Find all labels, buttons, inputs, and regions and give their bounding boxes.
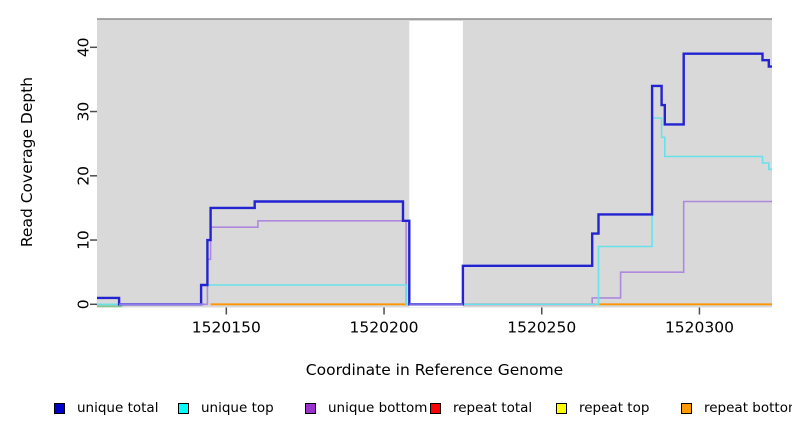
legend-swatch <box>54 402 65 414</box>
x-tick-label: 1520150 <box>192 319 261 337</box>
y-axis-label: Read Coverage Depth <box>18 76 36 248</box>
legend-item-repeat-total: repeat total <box>430 399 532 417</box>
legend-item-repeat-bottom: repeat bottom <box>681 399 792 417</box>
y-tick-label: 10 <box>75 230 93 250</box>
legend-item-unique-top: unique top <box>178 399 274 417</box>
legend-label: unique top <box>201 400 274 416</box>
legend-label: repeat top <box>579 400 650 416</box>
legend-swatch <box>556 402 567 414</box>
y-tick-label: 20 <box>75 166 93 186</box>
legend-swatch <box>305 402 316 414</box>
x-tick-label: 1520300 <box>665 319 734 337</box>
y-tick-label: 30 <box>75 102 93 122</box>
no-data-region <box>409 21 463 307</box>
legend-swatch <box>178 402 189 414</box>
x-tick-label: 1520200 <box>350 319 419 337</box>
legend-item-unique-bottom: unique bottom <box>305 399 427 417</box>
legend-label: repeat bottom <box>704 400 792 416</box>
legend-item-unique-total: unique total <box>54 399 158 417</box>
legend-label: repeat total <box>453 400 533 416</box>
x-tick-label: 1520250 <box>507 319 576 337</box>
legend-item-repeat-top: repeat top <box>556 399 649 417</box>
legend-label: unique bottom <box>328 400 428 416</box>
series-unique-total <box>97 52 772 306</box>
legend-swatch <box>430 402 441 414</box>
chart-legend: unique total unique top unique bottom repea… <box>0 399 792 423</box>
legend-swatch <box>681 402 692 414</box>
x-axis-label: Coordinate in Reference Genome <box>305 361 564 379</box>
y-tick-label: 0 <box>75 299 93 309</box>
series-unique-bottom <box>97 200 772 306</box>
legend-label: unique total <box>77 400 159 416</box>
series-unique-top <box>97 117 772 306</box>
y-tick-label: 40 <box>75 37 93 57</box>
